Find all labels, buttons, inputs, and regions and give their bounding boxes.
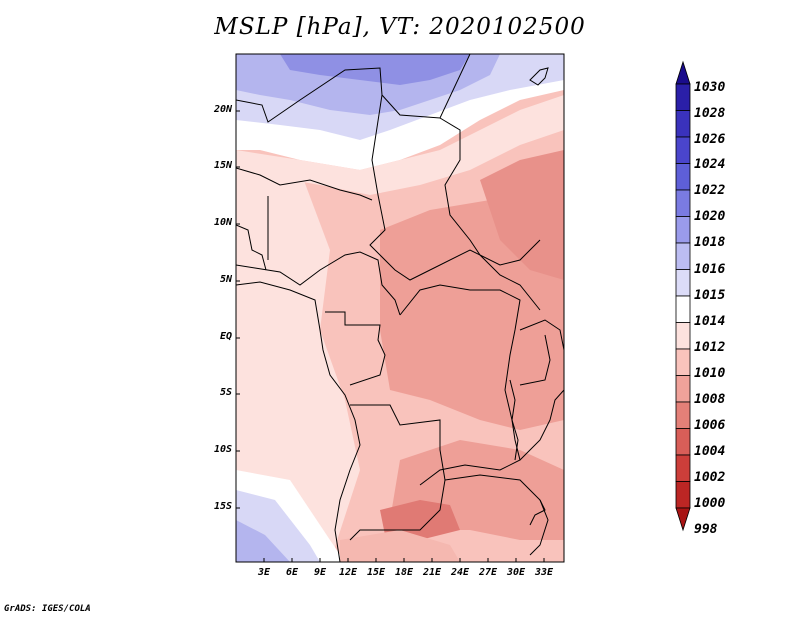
colorbar-label-1030: 1030 [694,80,726,95]
lon-label-27e: 27E [478,567,498,578]
colorbar-label-1024: 1024 [694,157,726,172]
lat-label-5s: 5S [219,387,232,398]
lat-label-20n: 20N [213,104,232,115]
colorbar-swatch [675,189,691,217]
colorbar-label-1018: 1018 [694,235,726,250]
colorbar-label-1000: 1000 [694,496,726,511]
sahel-border [236,167,373,201]
colorbar-label-1006: 1006 [694,418,726,433]
colorbar-swatch [675,401,691,429]
lat-label-10n: 10N [213,217,232,228]
lat-label-10s: 10S [213,444,232,455]
colorbar-swatch [675,481,691,509]
west-border [236,224,267,271]
lake-malawi [529,499,546,526]
lon-label-9e: 9E [313,567,327,578]
lon-label-18e: 18E [394,567,414,578]
angola-border [349,404,446,541]
colorbar-swatch [675,136,691,164]
colorbar-label-1022: 1022 [694,183,726,198]
colorbar-label-998: 998 [694,522,718,537]
chart-title: MSLP [hPa], VT: 2020102500 [214,14,586,40]
lon-label-12e: 12E [338,567,358,578]
sudan-border [439,117,541,311]
colorbar-label-1008: 1008 [694,392,726,407]
atlantic-shading [236,160,360,562]
east-low-shading [480,150,564,280]
colorbar-swatch [675,269,691,297]
colorbar-swatch [675,216,691,244]
colorbar-bottom-arrow [675,507,691,532]
lon-label-6e: 6E [285,567,299,578]
axis-ticks [236,110,545,562]
colorbar [675,60,691,532]
colorbar-label-1010: 1010 [694,366,726,381]
colorbar-label-1014: 1014 [694,314,726,329]
lon-label-21e: 21E [422,567,442,578]
colorbar-swatch [675,295,691,323]
colorbar-swatch [675,348,691,376]
lat-label-5n: 5N [219,274,232,285]
lat-label-15n: 15N [213,160,232,171]
south-shading [340,530,460,562]
lat-label-eq: EQ [219,331,232,342]
lon-label-15e: 15E [366,567,386,578]
lon-label-33e: 33E [534,567,554,578]
colorbar-swatch [675,163,691,191]
plot-frame [235,53,565,563]
colorbar-swatch [675,242,691,270]
lat-label-15s: 15S [213,501,232,512]
colorbar-label-1016: 1016 [694,262,726,277]
colorbar-swatch [675,454,691,482]
lon-label-24e: 24E [450,567,470,578]
colorbar-label-1002: 1002 [694,470,726,485]
colorbar-swatch [675,322,691,350]
grads-credit: GrADS: IGES/COLA [4,604,91,614]
sahara-higher-shading [280,54,470,85]
red-sea-coast [529,67,549,86]
northern-border [236,54,471,123]
lake-tanganyika [509,379,519,461]
pressure-field [236,54,564,562]
colorbar-label-1020: 1020 [694,209,726,224]
lon-label-3e: 3E [257,567,271,578]
colorbar-swatch [675,83,691,111]
coastline [236,281,361,562]
colorbar-swatch [675,428,691,456]
colorbar-swatch [675,110,691,138]
colorbar-swatch [675,375,691,403]
colorbar-label-1026: 1026 [694,132,726,147]
colorbar-label-1012: 1012 [694,340,726,355]
atlantic-high-shading [236,520,290,562]
colorbar-label-1004: 1004 [694,444,726,459]
lon-label-30e: 30E [506,567,526,578]
lake-victoria-border [519,334,551,386]
tanzania-border [519,389,564,461]
drc-border [399,284,521,486]
chad-sudan-border [369,94,541,281]
nigeria-border [236,251,401,316]
colorbar-label-1015: 1015 [694,288,726,303]
congo-border [325,311,386,386]
sahel-shading [236,95,564,195]
colorbar-top-arrow [675,60,691,85]
lakes [509,67,549,526]
uganda-border [519,319,564,351]
borders [236,54,564,556]
colorbar-label-1028: 1028 [694,106,726,121]
